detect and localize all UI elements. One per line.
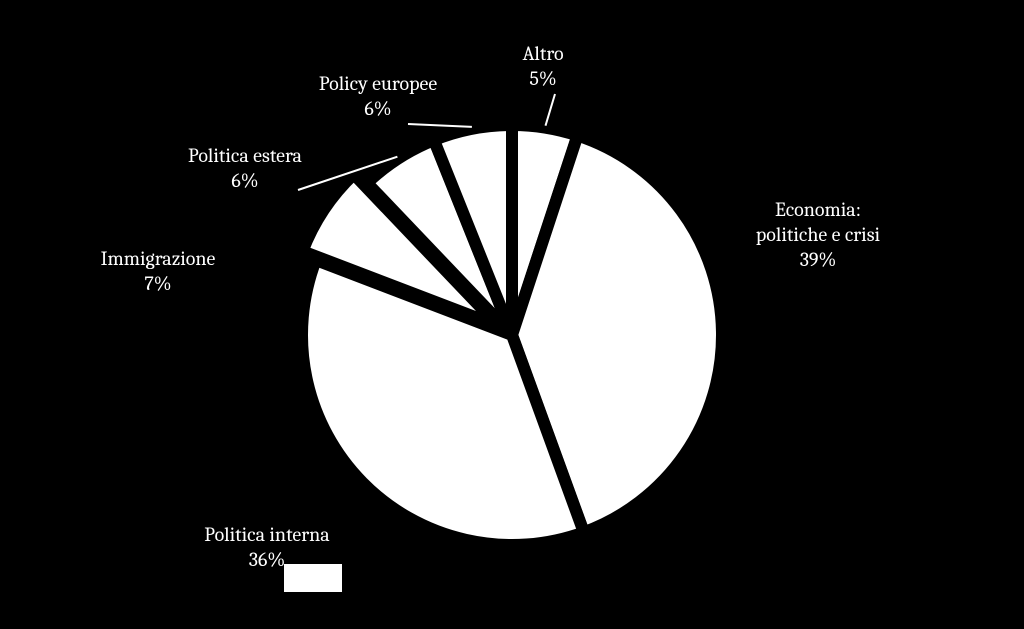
slice-label: Altro 5% — [522, 41, 563, 91]
leader-line — [545, 94, 555, 126]
slice-label: Immigrazione 7% — [101, 246, 216, 296]
pie-chart — [0, 0, 1024, 629]
slice-label: Politica estera 6% — [188, 143, 302, 193]
slice-label: Economia: politiche e crisi 39% — [756, 197, 880, 272]
slice-label: Policy europee 6% — [319, 71, 437, 121]
legend-swatch — [284, 564, 342, 592]
leader-line — [408, 124, 472, 127]
